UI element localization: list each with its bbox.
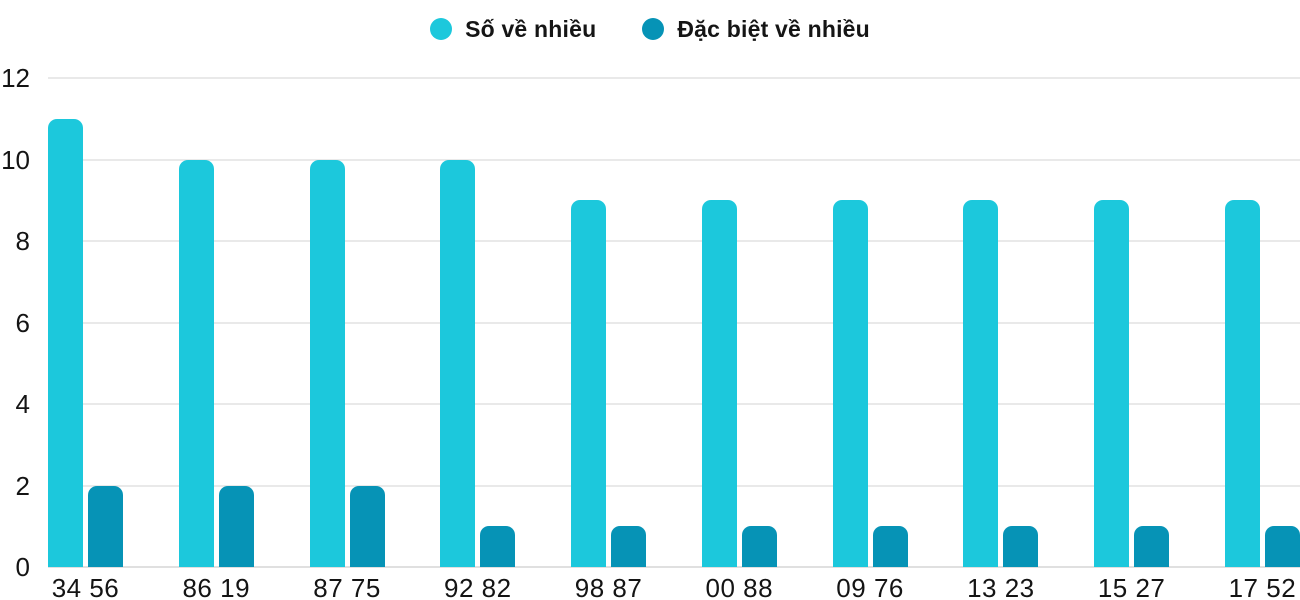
x-axis-tick-label: 00 88 [705, 573, 774, 600]
x-axis-tick-label: 86 19 [182, 573, 251, 600]
bar-so-ve-nhieu [1224, 200, 1260, 567]
bar-group [701, 78, 777, 567]
x-axis-tick-label: 87 75 [313, 573, 381, 600]
gridline [48, 240, 1300, 243]
bar-so-ve-nhieu [48, 118, 83, 567]
bar-group [963, 78, 1039, 567]
x-axis-tick-label: 92 82 [444, 573, 512, 600]
chart-legend: Số về nhiều Đặc biệt về nhiều [0, 8, 1300, 50]
y-axis-tick-label: 2 [15, 470, 30, 501]
bar-dac-biet-ve-nhieu [1134, 526, 1170, 567]
plot-area [48, 77, 1300, 568]
x-axis-tick-label: 34 56 [51, 573, 120, 600]
bar-so-ve-nhieu [1094, 200, 1130, 567]
legend-label: Đặc biệt về nhiều [677, 15, 870, 42]
bar-dac-biet-ve-nhieu [1264, 526, 1300, 567]
bar-series-container [48, 78, 1300, 567]
x-axis-tick-label: 15 27 [1097, 573, 1166, 600]
bar-group [48, 78, 123, 567]
bar-dac-biet-ve-nhieu [741, 526, 777, 567]
bar-group [309, 78, 385, 567]
bar-dac-biet-ve-nhieu [480, 526, 516, 567]
x-axis: 34 56 86 19 87 75 92 82 98 87 00 88 09 76 13 23… [48, 575, 1300, 600]
y-axis-tick-label: 0 [15, 552, 30, 582]
bar-so-ve-nhieu [571, 200, 607, 567]
gridline [48, 484, 1300, 487]
legend-item-dac-biet-ve-nhieu[interactable]: Đặc biệt về nhiều [642, 16, 870, 43]
legend-item-so-ve-nhieu[interactable]: Số về nhiều [430, 16, 596, 43]
gridline [48, 77, 1300, 79]
bar-group [832, 78, 908, 567]
bar-dac-biet-ve-nhieu [872, 526, 908, 567]
bar-so-ve-nhieu [178, 159, 214, 567]
gridline [48, 321, 1300, 324]
x-axis-tick-label: 98 87 [574, 573, 643, 600]
legend-swatch-circle-icon [430, 18, 453, 40]
bar-so-ve-nhieu [440, 159, 476, 567]
bar-dac-biet-ve-nhieu [88, 485, 123, 567]
y-axis-tick-label: 12 [1, 63, 30, 93]
legend-swatch-circle-icon [642, 18, 665, 40]
x-axis-tick-label: 09 76 [836, 573, 904, 600]
bar-dac-biet-ve-nhieu [218, 485, 254, 567]
legend-label: Số về nhiều [465, 15, 597, 42]
bar-so-ve-nhieu [701, 200, 737, 567]
bar-group [440, 78, 516, 567]
bar-so-ve-nhieu [832, 200, 868, 567]
bar-dac-biet-ve-nhieu [611, 526, 647, 567]
bar-dac-biet-ve-nhieu [1003, 526, 1039, 567]
bar-so-ve-nhieu [963, 200, 999, 567]
bar-dac-biet-ve-nhieu [349, 485, 385, 567]
y-axis-tick-label: 4 [15, 389, 30, 420]
y-axis-tick-label: 10 [1, 144, 30, 175]
bar-group [178, 78, 254, 567]
gridline [48, 158, 1300, 161]
bar-group [571, 78, 647, 567]
y-axis-tick-label: 8 [15, 226, 30, 257]
bar-group [1224, 78, 1300, 567]
y-axis-tick-label: 6 [15, 307, 30, 338]
x-axis-baseline [48, 566, 1300, 568]
x-axis-tick-label: 13 23 [967, 573, 1035, 600]
bar-so-ve-nhieu [309, 159, 345, 567]
gridline [48, 403, 1300, 406]
bar-group [1094, 78, 1170, 567]
y-axis: 0 2 4 6 8 10 12 [0, 65, 32, 580]
x-axis-tick-label: 17 52 [1228, 573, 1297, 600]
